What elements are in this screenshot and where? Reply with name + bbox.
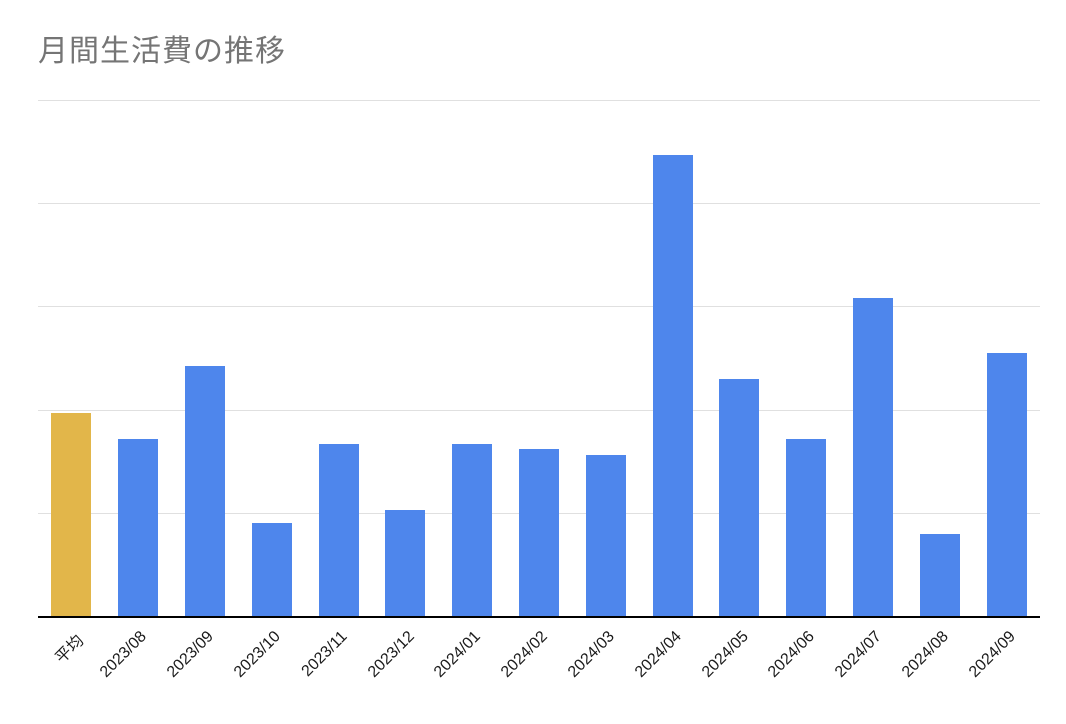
- x-tick-slot: 2024/03: [565, 618, 639, 718]
- bar-slot: [172, 100, 239, 616]
- x-tick-label: 2024/07: [832, 628, 885, 681]
- x-tick-label: 2024/05: [698, 628, 752, 681]
- bar-2024/01: [452, 443, 493, 616]
- x-tick-slot: 平均: [38, 618, 105, 718]
- x-tick-label: 2023/11: [298, 628, 351, 681]
- bar-slot: [906, 100, 973, 616]
- bar-2024/02: [518, 448, 559, 616]
- chart-title: 月間生活費の推移: [38, 35, 286, 68]
- bar-slot: [773, 100, 840, 616]
- x-tick-label: 2024/06: [765, 628, 819, 681]
- x-tick-slot: 2024/05: [698, 618, 773, 718]
- bar-slot: [38, 100, 105, 616]
- bar-slot: [639, 100, 706, 616]
- bar-2023/10: [251, 523, 292, 616]
- x-tick-slot: 2023/08: [97, 618, 172, 718]
- plot-area: [38, 100, 1040, 618]
- x-tick-slot: 2024/08: [899, 618, 973, 718]
- bar-slot: [506, 100, 573, 616]
- bar-slot: [305, 100, 372, 616]
- x-tick-slot: 2024/06: [765, 618, 840, 718]
- gridline: [38, 100, 1040, 101]
- bar-2023/12: [385, 509, 426, 616]
- bar-2023/11: [318, 443, 359, 616]
- x-tick-label: 2023/10: [230, 628, 284, 681]
- bar-平均: [51, 412, 92, 616]
- gridline: [38, 409, 1040, 411]
- x-tick-slot: 2024/01: [431, 618, 506, 718]
- bar-slot: [840, 100, 907, 616]
- bar-slot: [572, 100, 639, 616]
- bar-2024/04: [652, 154, 693, 616]
- bars-container: [38, 100, 1040, 616]
- x-tick-slot: 2023/09: [164, 618, 239, 718]
- bar-slot: [706, 100, 773, 616]
- x-tick-slot: 2024/09: [966, 618, 1040, 718]
- bar-slot: [238, 100, 305, 616]
- x-tick-slot: 2024/02: [498, 618, 573, 718]
- bar-2024/06: [786, 438, 827, 616]
- bar-slot: [973, 100, 1040, 616]
- bar-slot: [105, 100, 172, 616]
- x-tick-label: 2024/03: [564, 628, 618, 681]
- x-axis-labels: 平均 2023/08 2023/09 2023/10 2023/11 2023/12 202…: [38, 618, 1040, 718]
- gridline: [38, 306, 1040, 308]
- bar-2024/05: [719, 378, 760, 616]
- x-tick-slot: 2023/12: [364, 618, 439, 718]
- x-tick-label: 2024/02: [498, 628, 552, 681]
- x-tick-label: 2023/12: [364, 628, 418, 681]
- x-tick-slot: 2023/10: [231, 618, 305, 718]
- bar-2023/08: [118, 438, 159, 616]
- x-tick-label: 2024/09: [965, 628, 1019, 681]
- x-tick-label: 2023/08: [97, 628, 151, 681]
- x-tick-slot: 2024/07: [832, 618, 907, 718]
- x-tick-label: 2024/04: [631, 628, 685, 681]
- x-tick-label: 2024/01: [431, 628, 485, 681]
- bar-2024/09: [986, 352, 1027, 616]
- bar-2023/09: [184, 366, 225, 616]
- x-tick-slot: 2024/04: [632, 618, 706, 718]
- bar-2024/07: [852, 298, 893, 616]
- bar-slot: [439, 100, 506, 616]
- x-tick-slot: 2023/11: [299, 618, 372, 718]
- bar-slot: [372, 100, 439, 616]
- gridline: [38, 203, 1040, 205]
- bar-2024/03: [585, 455, 626, 616]
- bar-2024/08: [919, 534, 960, 616]
- x-tick-label: 2024/08: [898, 628, 952, 681]
- x-tick-label: 2023/09: [164, 628, 218, 681]
- x-tick-label: 平均: [53, 632, 88, 667]
